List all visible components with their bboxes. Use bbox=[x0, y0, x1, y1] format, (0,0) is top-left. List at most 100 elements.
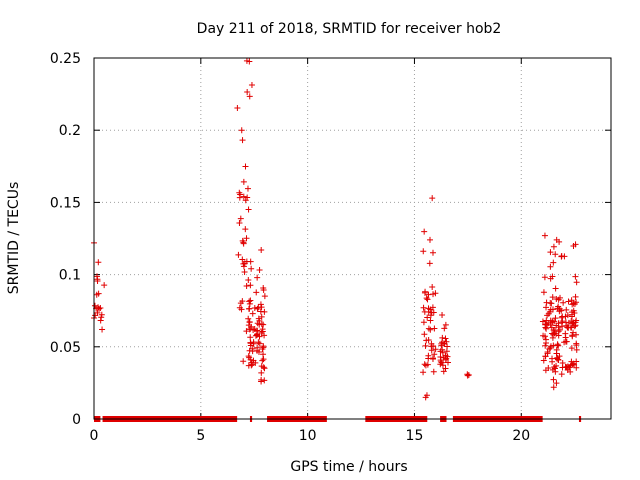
data-point bbox=[237, 215, 244, 222]
data-point bbox=[465, 371, 472, 378]
data-point bbox=[241, 269, 248, 276]
data-point bbox=[239, 137, 246, 144]
data-point bbox=[259, 326, 266, 333]
data-point bbox=[547, 300, 554, 307]
data-point bbox=[247, 282, 254, 289]
data-point bbox=[421, 331, 428, 338]
data-point bbox=[260, 343, 267, 350]
data-point bbox=[550, 259, 557, 266]
data-point bbox=[570, 307, 577, 314]
data-point bbox=[422, 288, 429, 295]
data-point bbox=[260, 285, 267, 292]
data-point bbox=[569, 332, 576, 339]
data-point bbox=[439, 312, 446, 319]
data-point bbox=[430, 291, 437, 298]
data-point bbox=[255, 304, 262, 311]
axis-ticks: 0 5 10 15 20 0 0.05 0.1 0.15 0.2 0.25 bbox=[50, 51, 611, 444]
x-tick-label: 15 bbox=[406, 428, 424, 444]
data-point bbox=[549, 334, 556, 341]
y-tick-label: 0.1 bbox=[59, 268, 81, 284]
data-point bbox=[439, 349, 446, 356]
data-point bbox=[242, 163, 249, 170]
data-point bbox=[246, 347, 253, 354]
data-point bbox=[247, 339, 254, 346]
data-point bbox=[431, 325, 438, 332]
data-point bbox=[258, 321, 265, 328]
data-point bbox=[559, 359, 566, 366]
data-point bbox=[559, 313, 566, 320]
data-point bbox=[421, 308, 428, 315]
data-point bbox=[247, 297, 254, 304]
data-point bbox=[237, 191, 244, 198]
data-point bbox=[426, 236, 433, 243]
data-point bbox=[420, 304, 427, 311]
y-tick-label: 0 bbox=[72, 412, 81, 428]
data-point bbox=[241, 260, 248, 267]
data-point bbox=[542, 333, 549, 340]
data-point bbox=[564, 312, 571, 319]
data-point bbox=[547, 306, 554, 313]
data-point bbox=[552, 251, 559, 258]
data-point bbox=[246, 319, 253, 326]
data-point bbox=[254, 274, 261, 281]
data-point bbox=[572, 322, 579, 329]
data-point bbox=[245, 322, 252, 329]
data-point bbox=[242, 226, 249, 233]
data-point bbox=[558, 371, 565, 378]
data-point bbox=[553, 296, 560, 303]
y-tick-label: 0.2 bbox=[59, 123, 81, 139]
data-point bbox=[573, 331, 580, 338]
data-point bbox=[568, 297, 575, 304]
data-point bbox=[98, 314, 105, 321]
data-point bbox=[242, 197, 249, 204]
data-point bbox=[556, 326, 563, 333]
data-point bbox=[567, 362, 574, 369]
data-point bbox=[553, 362, 560, 369]
data-point bbox=[541, 274, 548, 281]
data-point bbox=[553, 330, 560, 337]
data-point bbox=[240, 193, 247, 200]
data-point bbox=[253, 289, 260, 296]
data-point bbox=[244, 89, 251, 96]
data-point bbox=[569, 311, 576, 318]
data-point bbox=[442, 365, 449, 372]
data-point bbox=[254, 328, 261, 335]
data-point bbox=[238, 306, 245, 313]
data-point bbox=[573, 346, 580, 353]
data-point bbox=[429, 355, 436, 362]
data-point bbox=[427, 312, 434, 319]
data-point bbox=[564, 367, 571, 374]
x-tick-label: 10 bbox=[299, 428, 317, 444]
data-point bbox=[101, 282, 108, 289]
data-point bbox=[244, 194, 251, 201]
data-point bbox=[245, 362, 252, 369]
data-point bbox=[542, 342, 549, 349]
data-point bbox=[573, 340, 580, 347]
data-point bbox=[563, 364, 570, 371]
data-point bbox=[422, 362, 429, 369]
data-point bbox=[554, 354, 561, 361]
data-point bbox=[247, 334, 254, 341]
data-point bbox=[239, 256, 246, 263]
data-point bbox=[560, 299, 567, 306]
data-point bbox=[429, 249, 436, 256]
data-point bbox=[428, 309, 435, 316]
data-point bbox=[258, 247, 265, 254]
data-marks bbox=[91, 57, 582, 422]
data-point bbox=[254, 305, 261, 312]
data-point bbox=[96, 305, 103, 312]
data-point bbox=[258, 313, 265, 320]
data-point bbox=[245, 315, 252, 322]
data-point bbox=[550, 327, 557, 334]
y-tick-label: 0.05 bbox=[50, 340, 81, 356]
y-axis-label: SRMTID / TECUs bbox=[6, 182, 22, 295]
data-point bbox=[570, 300, 577, 307]
data-point bbox=[550, 384, 557, 391]
data-point bbox=[424, 296, 431, 303]
data-point bbox=[442, 321, 449, 328]
data-point bbox=[559, 323, 566, 330]
data-point bbox=[420, 319, 427, 326]
data-point bbox=[240, 240, 247, 247]
data-point bbox=[540, 357, 547, 364]
